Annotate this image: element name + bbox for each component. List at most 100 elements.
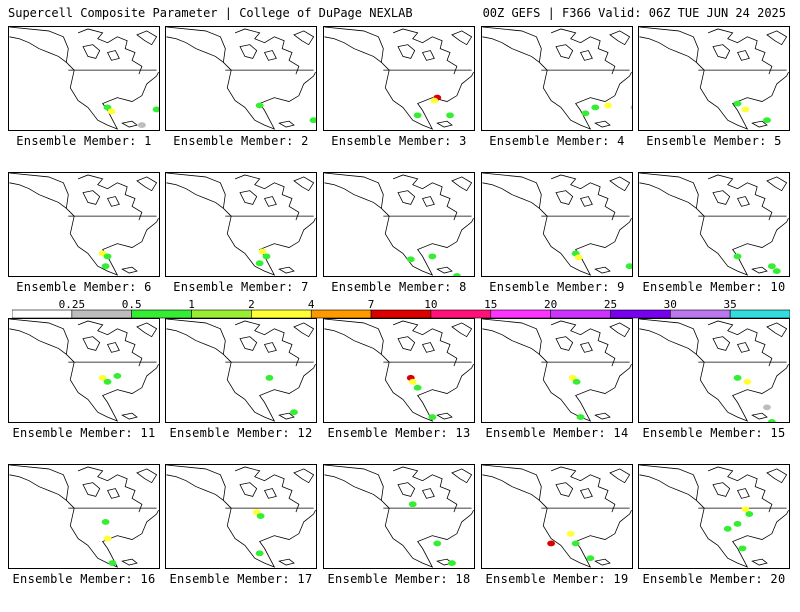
coastline [751, 558, 768, 566]
coastline [550, 174, 616, 221]
coastline [392, 174, 458, 221]
coastline [106, 342, 120, 353]
coastline [166, 36, 224, 63]
coastline [239, 190, 258, 205]
ensemble-panel: Ensemble Member: 12 [165, 318, 317, 466]
member-label: Ensemble Member: 13 [327, 426, 471, 440]
colorbar-swatch [430, 309, 492, 319]
coastline [707, 320, 773, 367]
ensemble-panel: Ensemble Member: 3 [323, 26, 475, 174]
north-america-map [9, 465, 159, 568]
scp-contour [413, 384, 422, 391]
member-label: Ensemble Member: 19 [485, 572, 629, 586]
coastline [263, 50, 277, 61]
coastline [579, 342, 593, 353]
coastline [482, 465, 632, 568]
coastline [482, 319, 632, 422]
scp-contour [763, 117, 771, 124]
panel-map [8, 26, 160, 131]
panel-map [323, 172, 475, 277]
coastline [482, 328, 540, 355]
ensemble-panel: Ensemble Member: 10 [638, 172, 790, 320]
member-label: Ensemble Member: 14 [485, 426, 629, 440]
ensemble-panel: Ensemble Member: 14 [481, 318, 633, 466]
coastline [421, 50, 435, 61]
panel-map [323, 318, 475, 423]
scp-contour [630, 105, 632, 110]
coastline [550, 466, 616, 513]
scp-contour [265, 374, 274, 381]
coastline [166, 173, 316, 276]
panel-map [165, 172, 317, 277]
coastline [609, 468, 631, 484]
scp-contour [452, 273, 461, 276]
coastline [482, 27, 632, 130]
panel-map [481, 26, 633, 131]
north-america-map [166, 173, 316, 276]
scp-contour [723, 525, 732, 532]
scp-contour [256, 513, 265, 519]
scp-contour [571, 540, 580, 547]
coastline [736, 488, 750, 499]
coastline [766, 176, 788, 192]
coastline [594, 266, 611, 274]
member-label: Ensemble Member: 9 [489, 280, 625, 294]
panel-map [481, 172, 633, 277]
coastline [751, 120, 768, 128]
north-america-map [482, 173, 632, 276]
member-label: Ensemble Member: 4 [489, 134, 625, 148]
coastline [579, 50, 593, 61]
coastline [239, 44, 258, 59]
scp-contour [101, 263, 110, 270]
colorbar-tick-label: 0.25 [58, 298, 86, 311]
ensemble-panel: Ensemble Member: 17 [165, 464, 317, 612]
coastline [639, 474, 697, 501]
coastline [594, 412, 611, 420]
scp-contour [290, 409, 298, 416]
ensemble-panel: Ensemble Member: 5 [638, 26, 790, 174]
coastline [278, 558, 295, 566]
coastline [555, 44, 574, 59]
member-label: Ensemble Member: 18 [327, 572, 471, 586]
coastline [736, 50, 750, 61]
scp-contour [448, 560, 456, 567]
coastline [324, 27, 474, 130]
scp-contour [113, 372, 122, 379]
north-america-map [324, 319, 474, 422]
coastline [451, 322, 473, 338]
coastline [9, 173, 159, 276]
coastline [166, 319, 316, 422]
ensemble-panel: Ensemble Member: 8 [323, 172, 475, 320]
panel-map [638, 172, 790, 277]
coastline [77, 320, 143, 367]
coastline [77, 466, 143, 513]
coastline [234, 174, 300, 221]
coastline [736, 196, 750, 207]
north-america-map [166, 319, 316, 422]
coastline [9, 182, 67, 209]
coastline [766, 30, 788, 46]
coastline [293, 30, 315, 46]
coastline [594, 120, 611, 128]
coastline [324, 173, 474, 276]
coastline [482, 182, 540, 209]
ensemble-panel: Ensemble Member: 11 [8, 318, 160, 466]
scp-contour [566, 530, 575, 537]
coastline [77, 28, 143, 75]
colorbar-swatch [610, 309, 671, 319]
north-america-map [324, 27, 474, 130]
coastline [421, 342, 435, 353]
coastline [9, 27, 159, 130]
colorbar-tick-label: 35 [723, 298, 737, 311]
colorbar-tick-label: 2 [248, 298, 255, 311]
coastline [136, 468, 158, 484]
scp-contour [103, 535, 112, 542]
scp-contour [767, 419, 776, 422]
coastline [421, 196, 435, 207]
colorbar-swatch [729, 309, 790, 319]
scp-contour [586, 555, 595, 562]
coastline [482, 36, 540, 63]
coastline [712, 190, 731, 205]
north-america-map [639, 173, 789, 276]
coastline [324, 465, 474, 568]
